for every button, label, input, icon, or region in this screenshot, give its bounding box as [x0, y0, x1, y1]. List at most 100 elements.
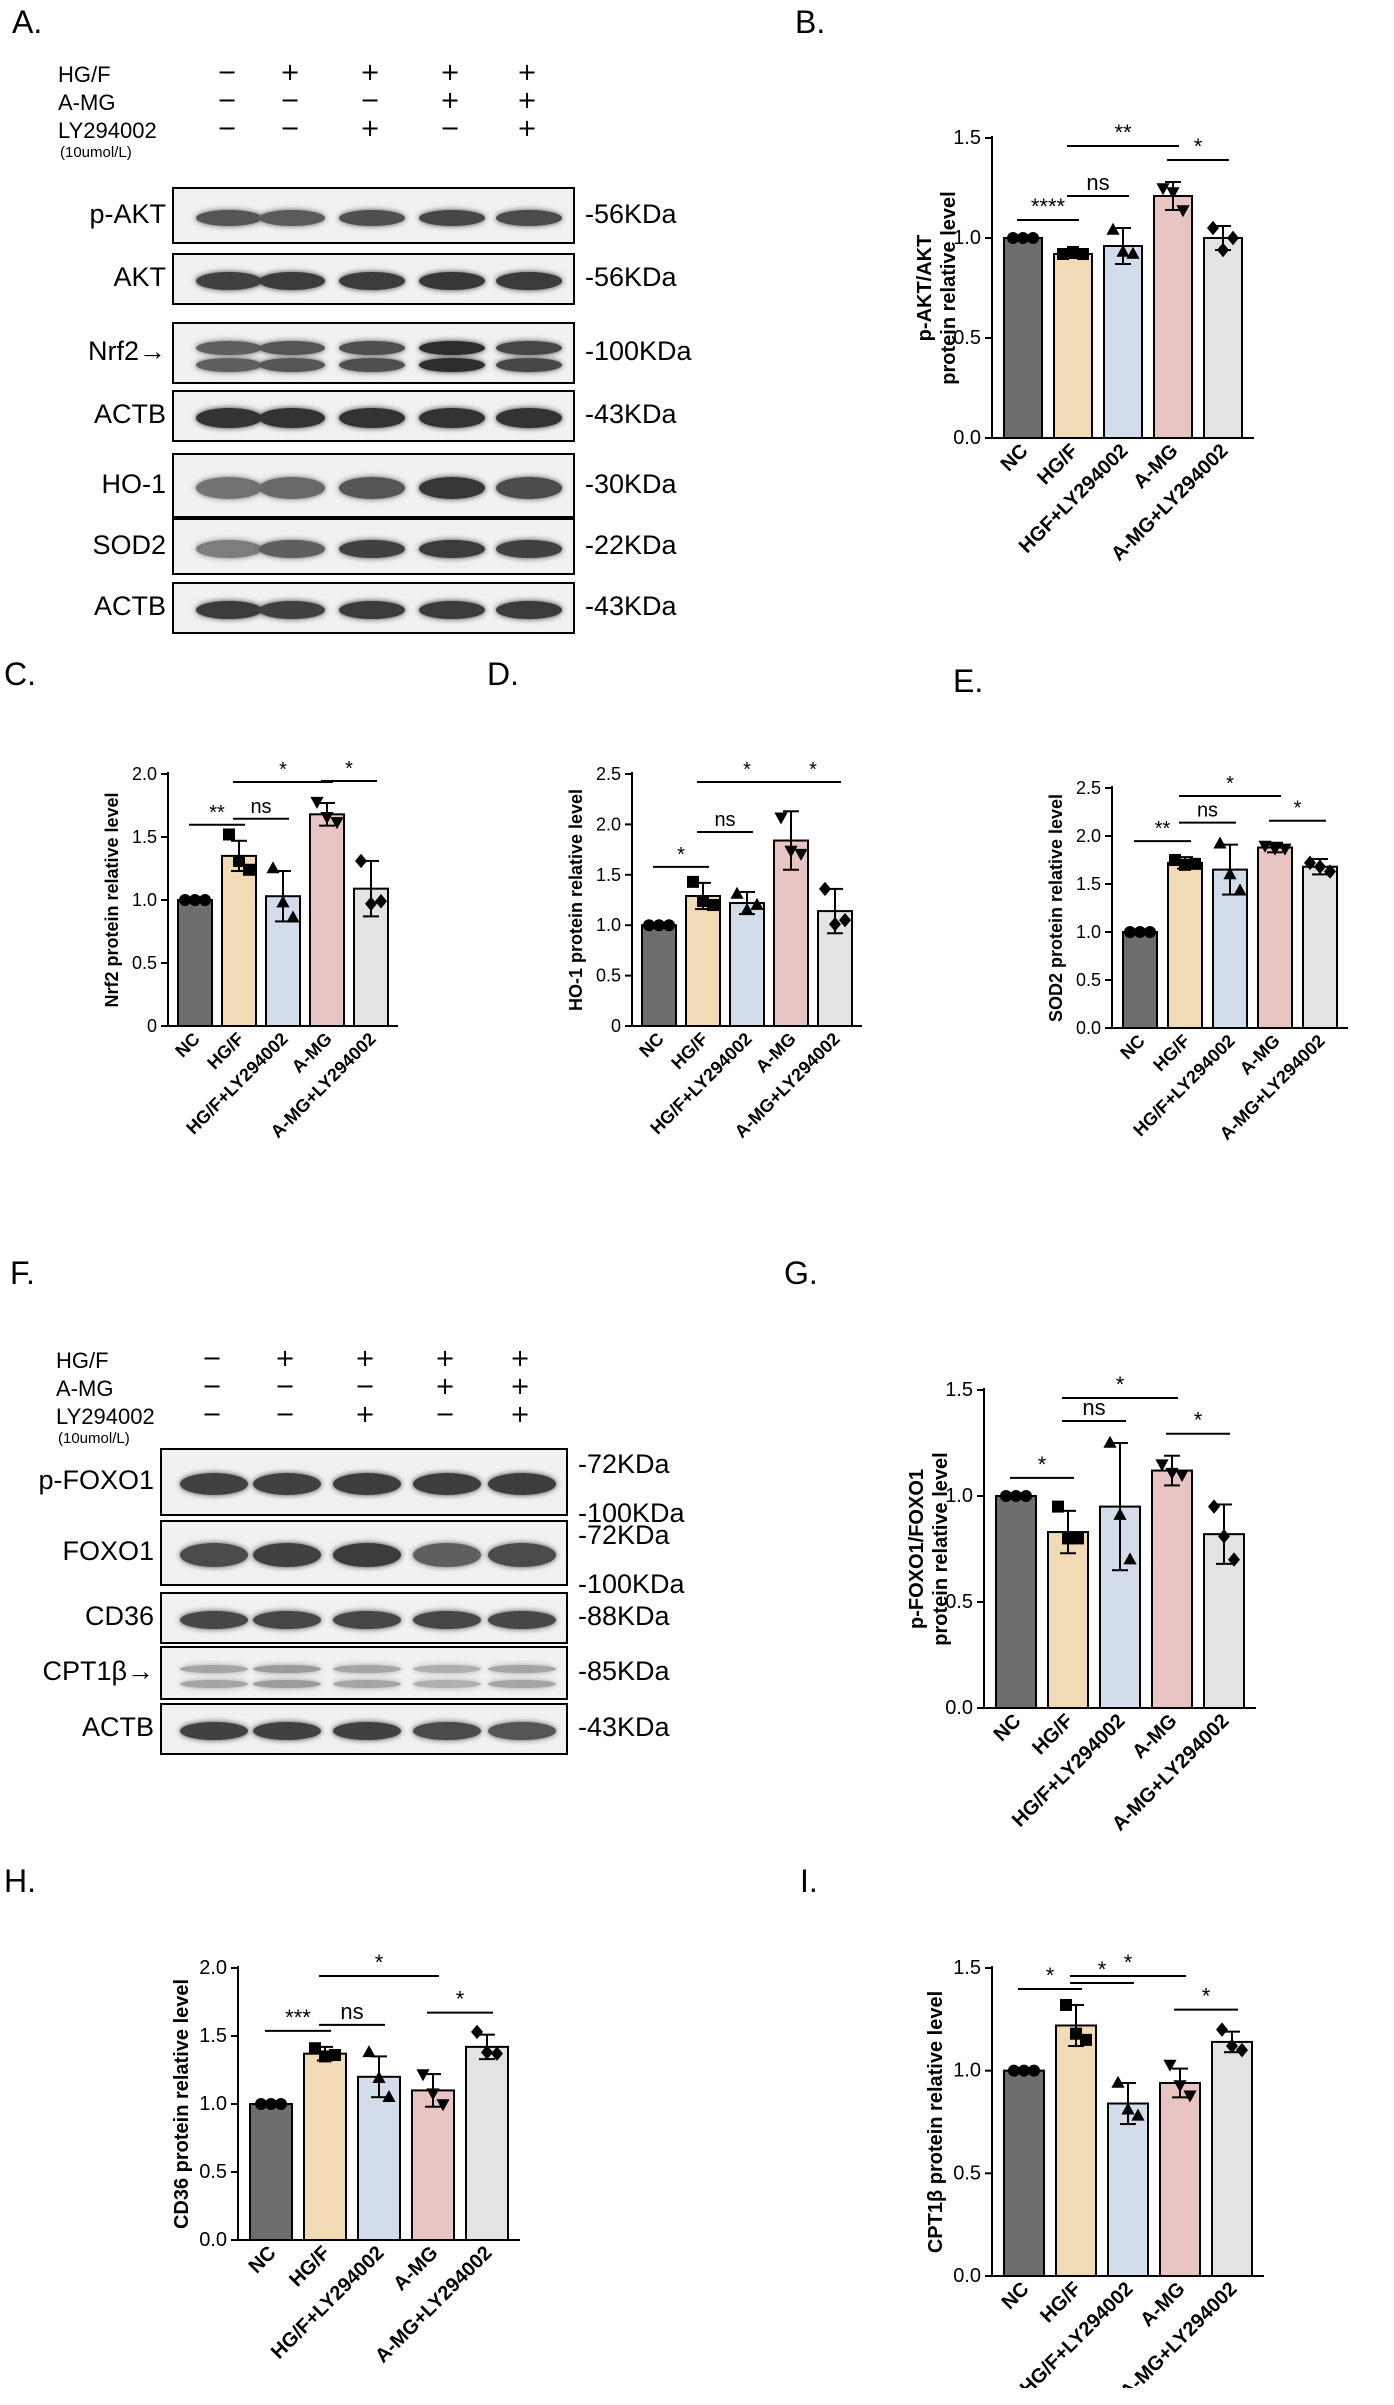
x-tick-label: NC [1116, 1031, 1149, 1064]
condition-sign: − [439, 114, 461, 142]
y-tick-label: 1.0 [953, 2060, 981, 2082]
bar-a-mg [309, 813, 345, 1027]
y-tick-label: 0.5 [1076, 970, 1101, 990]
data-point [1165, 1467, 1179, 1480]
data-point [1166, 187, 1180, 200]
data-point [1207, 220, 1219, 236]
significance-label: ** [1155, 818, 1171, 840]
protein-band [419, 601, 485, 619]
y-tick-label: 0.5 [199, 2161, 227, 2183]
significance-label: * [677, 844, 685, 866]
protein-band [180, 1543, 248, 1567]
data-point [1233, 883, 1247, 896]
y-tick-label: 1.0 [199, 2093, 227, 2115]
blot-label: CD36 [84, 1601, 154, 1631]
protein-band [419, 539, 485, 558]
bar-hg-f [1055, 2024, 1097, 2277]
condition-label: LY294002 [58, 118, 157, 143]
protein-band [496, 408, 562, 428]
significance-label: * [1098, 1957, 1107, 1982]
data-point [1268, 843, 1282, 856]
condition-sign: − [354, 1372, 376, 1400]
data-point [1144, 926, 1156, 938]
protein-band [413, 1543, 481, 1567]
protein-band [339, 340, 405, 355]
protein-band [333, 1722, 401, 1740]
data-point [1067, 246, 1079, 258]
condition-sign: + [434, 1372, 456, 1400]
y-tick-label: 0 [147, 1016, 157, 1036]
panel-label-c: C. [4, 656, 36, 692]
protein-band [253, 1611, 321, 1629]
data-point [436, 2099, 450, 2112]
bar-chart-i: 0.0 0.5 1.0 1.5 CPT1β protein relative level… [925, 1950, 1264, 2388]
data-point [1080, 2033, 1092, 2046]
significance-label: * [1294, 798, 1302, 820]
y-tick-label: 1.5 [199, 2025, 227, 2047]
condition-sign: − [216, 114, 238, 142]
condition-sign: + [279, 58, 301, 86]
molecular-weight-label: -72KDa [578, 1449, 670, 1479]
bar-hg-f-ly294002 [357, 2075, 401, 2241]
bar-nc [995, 1495, 1037, 1709]
data-point [1062, 1532, 1074, 1545]
condition-sign: + [359, 114, 381, 142]
protein-band [413, 1679, 481, 1688]
data-point [1179, 858, 1191, 871]
bar-chart-c: 0 0.5 1.0 1.5 2.0 Nrf2 protein relative level… [102, 758, 398, 1142]
blot-label: p-AKT [89, 198, 166, 229]
significance-label: ns [1086, 170, 1109, 195]
molecular-weight-label: -56KDa [585, 262, 677, 292]
data-point [1007, 232, 1019, 244]
y-tick-label: 2.0 [199, 1957, 227, 1979]
data-point [1216, 2022, 1228, 2037]
data-point [372, 2070, 386, 2083]
data-point [199, 894, 211, 906]
protein-band [253, 1664, 321, 1673]
condition-sign: + [274, 1344, 296, 1372]
bar-a-mg [1159, 2081, 1201, 2277]
data-point [1057, 248, 1069, 260]
data-point [491, 2046, 503, 2061]
significance-label: ns [250, 796, 271, 818]
data-point [1228, 1552, 1240, 1567]
data-point [829, 916, 841, 932]
data-point [286, 910, 300, 923]
condition-sign: + [354, 1344, 376, 1372]
protein-band [419, 476, 485, 499]
data-point [1208, 1499, 1220, 1514]
molecular-weight-label: -100KDa [585, 336, 692, 366]
y-tick-label: 1.0 [953, 227, 981, 249]
data-point [730, 886, 744, 899]
condition-sublabel: (10umol/L) [58, 1430, 130, 1447]
condition-label: A-MG [56, 1376, 114, 1401]
condition-sign: + [359, 58, 381, 86]
x-tick-label: HG/F [285, 2242, 334, 2291]
data-point [1018, 2064, 1030, 2077]
data-point [1173, 2080, 1187, 2093]
protein-band [339, 601, 405, 619]
y-axis-label: p-FOXO1/FOXO1 [906, 1469, 928, 1629]
blot-row-cpt1β [160, 1646, 568, 1700]
condition-sign: + [509, 1344, 531, 1372]
x-tick-label: NC [998, 2278, 1034, 2314]
bar-hg-f [303, 2052, 347, 2242]
bar-hg-f [1053, 253, 1093, 439]
protein-band [339, 357, 405, 372]
data-point [794, 848, 808, 861]
bar-hg-f-ly294002 [1099, 1505, 1141, 1709]
panel-label-i: I. [800, 1863, 818, 1899]
protein-band [196, 476, 262, 499]
blot-row-actb [172, 390, 575, 442]
data-point [1124, 926, 1136, 938]
y-axis-label: protein relative level [930, 1452, 952, 1645]
protein-band [413, 1664, 481, 1673]
data-point [382, 2090, 396, 2102]
condition-sublabel: (10umol/L) [60, 144, 132, 161]
blot-label: CPT1β→ [42, 1656, 154, 1686]
y-tick-label: 1.5 [945, 1379, 973, 1401]
protein-band [259, 539, 325, 558]
blot-row-ho-1 [172, 453, 575, 518]
protein-band [488, 1611, 556, 1629]
molecular-weight-label: -72KDa [578, 1520, 670, 1550]
